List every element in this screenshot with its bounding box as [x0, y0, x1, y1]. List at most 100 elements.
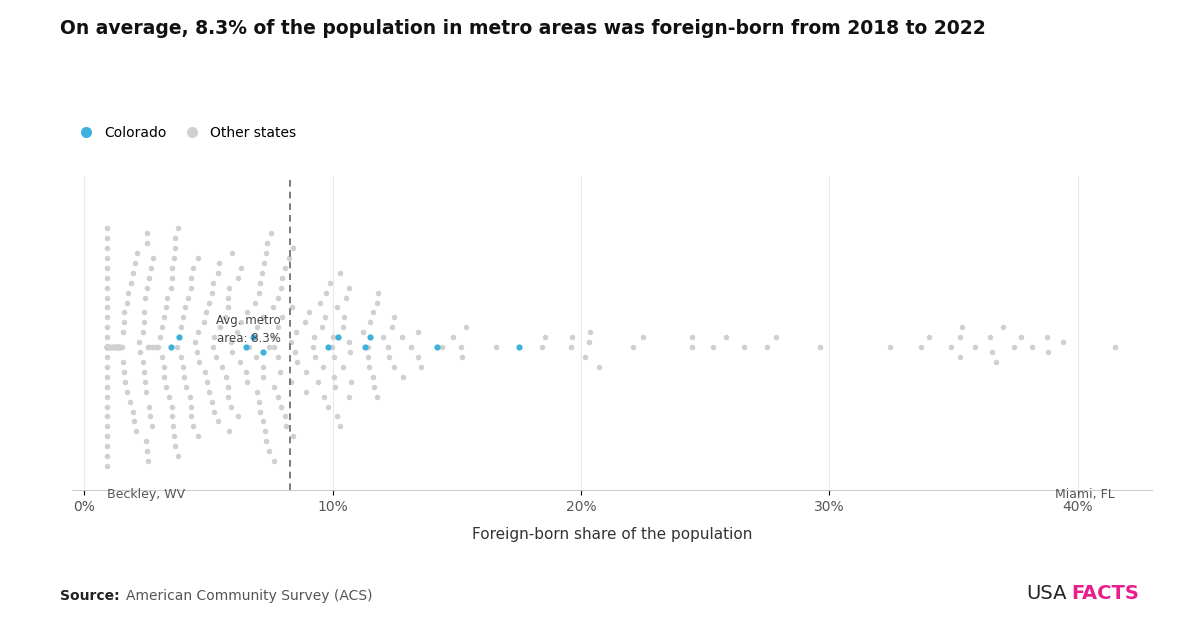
Legend: Colorado, Other states: Colorado, Other states	[67, 120, 301, 145]
Point	[97, 372, 116, 382]
Point	[133, 327, 152, 337]
Point	[385, 312, 404, 322]
Point	[97, 342, 116, 352]
Point	[767, 332, 786, 342]
Point	[184, 421, 203, 431]
Point	[173, 312, 192, 322]
Point	[109, 342, 128, 352]
Point	[452, 352, 472, 362]
Point	[325, 382, 344, 392]
Point	[402, 342, 421, 352]
Point	[220, 426, 239, 436]
Point	[100, 342, 119, 352]
Point	[155, 372, 174, 382]
Point	[320, 278, 340, 288]
Point	[97, 342, 116, 352]
Point	[316, 288, 335, 298]
Point	[318, 401, 337, 411]
Point	[97, 342, 116, 352]
Point	[228, 273, 247, 283]
Point	[232, 317, 251, 327]
Point	[103, 342, 122, 352]
Point	[152, 322, 172, 332]
Point	[271, 401, 290, 411]
Point	[103, 342, 122, 352]
Point	[130, 337, 149, 347]
Point	[254, 372, 274, 382]
Point	[1022, 342, 1042, 352]
Point	[168, 342, 187, 352]
Point	[203, 278, 222, 288]
Point	[318, 342, 337, 352]
Point	[137, 238, 156, 248]
Point	[259, 342, 278, 352]
Point	[881, 342, 900, 352]
Point	[384, 362, 403, 372]
Point	[136, 293, 155, 303]
Point	[209, 416, 228, 426]
Point	[238, 308, 257, 318]
Point	[212, 362, 232, 372]
Point	[221, 337, 240, 347]
Point	[257, 238, 276, 248]
Point	[166, 233, 185, 243]
Point	[97, 451, 116, 461]
Point	[139, 401, 158, 411]
Point	[1054, 337, 1073, 347]
Point	[162, 283, 181, 293]
Point	[107, 342, 126, 352]
Point	[950, 332, 970, 342]
Point	[259, 446, 278, 456]
Point	[97, 342, 116, 352]
Point	[218, 382, 238, 392]
Point	[275, 411, 294, 421]
Point	[364, 372, 383, 382]
Point	[133, 357, 152, 367]
Point	[218, 392, 238, 402]
Point	[115, 377, 134, 387]
Point	[97, 253, 116, 263]
Point	[97, 342, 116, 352]
Point	[121, 397, 140, 407]
Point	[98, 342, 118, 352]
Point	[98, 342, 118, 352]
Point	[269, 352, 288, 362]
Point	[359, 342, 378, 352]
Point	[162, 273, 181, 283]
Point	[124, 406, 143, 416]
Point	[253, 362, 272, 372]
Point	[300, 308, 319, 318]
Point	[113, 327, 132, 337]
Point	[109, 342, 128, 352]
Text: Source:: Source:	[60, 589, 120, 603]
Point	[269, 392, 288, 402]
Point	[580, 337, 599, 347]
Point	[97, 431, 116, 441]
Point	[275, 263, 294, 273]
Point	[623, 342, 642, 352]
Point	[269, 322, 288, 332]
Point	[168, 223, 187, 233]
Point	[253, 347, 272, 357]
Point	[281, 337, 300, 347]
Point	[965, 342, 984, 352]
Point	[136, 377, 155, 387]
Point	[136, 387, 155, 397]
Point	[154, 362, 173, 372]
Point	[283, 431, 302, 441]
Point	[97, 312, 116, 322]
Point	[97, 273, 116, 283]
Point	[368, 288, 388, 298]
Point	[1037, 332, 1056, 342]
Point	[282, 303, 301, 313]
Point	[1105, 342, 1124, 352]
Point	[272, 312, 292, 322]
Point	[456, 322, 475, 332]
Point	[282, 377, 301, 387]
Point	[392, 372, 412, 382]
Point	[126, 426, 145, 436]
X-axis label: Foreign-born share of the population: Foreign-born share of the population	[472, 528, 752, 543]
Point	[170, 352, 190, 362]
Point	[218, 303, 238, 313]
Point	[97, 342, 116, 352]
